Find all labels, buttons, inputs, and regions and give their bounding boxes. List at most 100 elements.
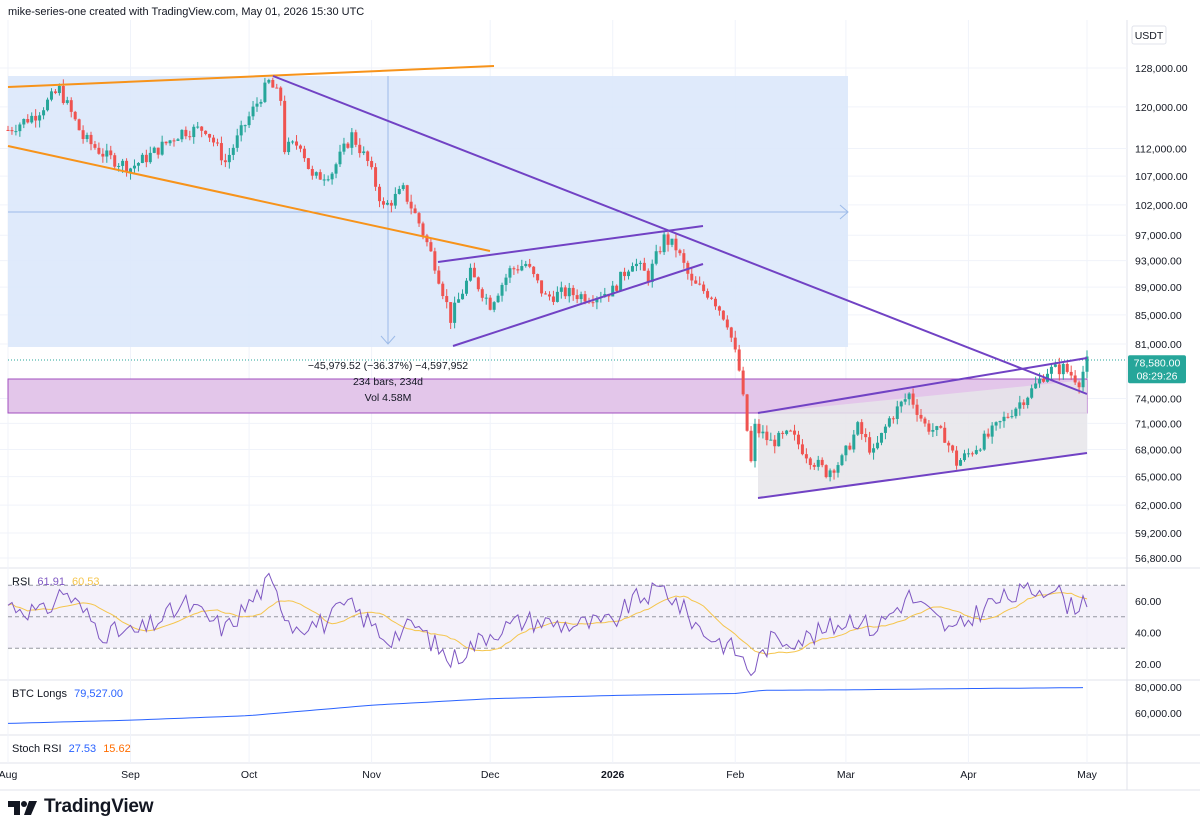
rsi-tick-label: 60.00 bbox=[1135, 596, 1161, 608]
candle bbox=[129, 168, 133, 173]
candle bbox=[864, 434, 868, 438]
time-tick-label: Nov bbox=[362, 769, 381, 781]
bar-countdown: 08:29:26 bbox=[1137, 370, 1178, 382]
candle bbox=[789, 430, 793, 432]
candle bbox=[101, 153, 105, 157]
candle bbox=[966, 453, 970, 455]
purple-channel-lower-line[interactable] bbox=[757, 452, 1088, 499]
candle bbox=[287, 141, 291, 153]
candle bbox=[468, 267, 472, 281]
measure-label-3: Vol 4.58M bbox=[365, 392, 412, 404]
candle bbox=[634, 263, 638, 267]
candle bbox=[998, 421, 1002, 423]
candle bbox=[429, 242, 433, 252]
candle bbox=[65, 100, 69, 103]
tradingview-brand: TradingView bbox=[44, 796, 154, 817]
candle bbox=[500, 284, 504, 296]
orange-upper-line[interactable] bbox=[7, 65, 495, 88]
tradingview-footer: TradingView bbox=[8, 796, 154, 818]
candle bbox=[717, 306, 721, 311]
candle bbox=[172, 140, 176, 142]
candle bbox=[184, 129, 188, 137]
candle bbox=[796, 434, 800, 445]
candle bbox=[247, 116, 251, 126]
candle bbox=[389, 202, 393, 206]
candle bbox=[160, 141, 164, 155]
last-price-value: 78,580.00 bbox=[1134, 357, 1181, 369]
candle bbox=[34, 115, 38, 121]
candle bbox=[1038, 378, 1042, 384]
candle bbox=[508, 268, 512, 278]
candle bbox=[374, 167, 378, 187]
rsi-legend: RSI 61.91 60.53 bbox=[12, 576, 100, 588]
candle bbox=[326, 179, 330, 181]
rsi-name: RSI bbox=[12, 576, 31, 588]
candle bbox=[682, 253, 686, 263]
rsi-pane[interactable]: 60.00 40.00 20.00 bbox=[7, 572, 1161, 677]
candle bbox=[919, 414, 923, 419]
candle bbox=[49, 91, 53, 100]
candle bbox=[1018, 402, 1022, 409]
price-axis[interactable]: USDT 128,000.00 120,000.00 112,000.00 107,00… bbox=[1128, 25, 1188, 565]
candle bbox=[555, 291, 559, 302]
candle bbox=[820, 459, 824, 466]
candle bbox=[540, 280, 544, 294]
candle bbox=[678, 250, 682, 254]
candle bbox=[690, 273, 694, 281]
candle bbox=[275, 87, 279, 89]
candle bbox=[1081, 371, 1085, 388]
candle bbox=[279, 87, 283, 101]
btc-longs-line bbox=[7, 687, 1084, 724]
candle bbox=[848, 445, 852, 450]
candle bbox=[125, 160, 129, 173]
purple-descending-line[interactable] bbox=[272, 75, 1088, 395]
candle bbox=[619, 271, 623, 291]
purple-wedge-upper-line[interactable] bbox=[437, 225, 704, 263]
candle bbox=[255, 103, 259, 107]
candle bbox=[658, 251, 662, 253]
time-axis[interactable]: Aug Sep Oct Nov Dec 2026 Feb Mar Apr May bbox=[0, 769, 1098, 781]
candle bbox=[69, 100, 73, 112]
candle bbox=[891, 418, 895, 420]
candle bbox=[737, 349, 741, 371]
candle bbox=[409, 201, 413, 209]
candle bbox=[955, 450, 959, 466]
candle bbox=[212, 137, 216, 143]
price-tick-label: 89,000.00 bbox=[1135, 282, 1182, 294]
candle bbox=[378, 186, 382, 202]
candle bbox=[544, 293, 548, 295]
candle bbox=[168, 140, 172, 144]
candle bbox=[1057, 364, 1061, 375]
btc-longs-tick-label: 60,000.00 bbox=[1135, 708, 1182, 720]
candle bbox=[741, 370, 745, 395]
candle bbox=[907, 393, 911, 400]
candle bbox=[22, 119, 26, 125]
candle bbox=[42, 110, 46, 116]
candle bbox=[251, 106, 255, 117]
candle bbox=[536, 274, 540, 281]
candle bbox=[551, 296, 555, 302]
purple-wedge-lower-line[interactable] bbox=[452, 263, 704, 347]
candle bbox=[73, 111, 77, 120]
btc-longs-value: 79,527.00 bbox=[74, 688, 124, 700]
candle bbox=[152, 147, 156, 153]
orange-lower-line[interactable] bbox=[7, 145, 491, 252]
price-tick-label: 102,000.00 bbox=[1135, 200, 1188, 212]
time-tick-label: Dec bbox=[481, 769, 500, 781]
candle bbox=[200, 126, 204, 131]
purple-channel-upper-line[interactable] bbox=[757, 357, 1088, 414]
candle bbox=[840, 455, 844, 466]
candle bbox=[354, 132, 358, 145]
candle bbox=[994, 422, 998, 426]
candle bbox=[702, 284, 706, 292]
candle bbox=[824, 465, 828, 478]
candle bbox=[476, 277, 480, 290]
candle bbox=[97, 147, 101, 154]
tradingview-logo-icon bbox=[8, 801, 37, 815]
btc-longs-pane[interactable]: 80,000.00 60,000.00 bbox=[7, 682, 1182, 724]
candle bbox=[156, 147, 160, 155]
stoch-rsi-legend: Stoch RSI 27.53 15.62 bbox=[12, 743, 131, 755]
trendlines-layer[interactable] bbox=[7, 65, 1088, 499]
candle bbox=[982, 433, 986, 450]
